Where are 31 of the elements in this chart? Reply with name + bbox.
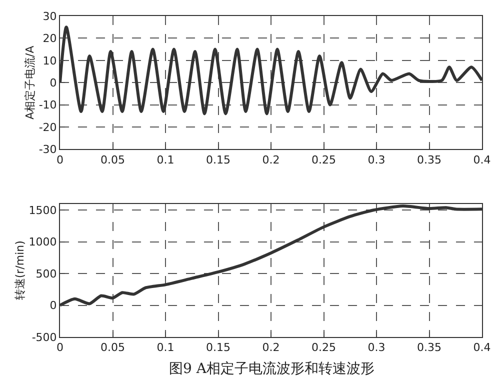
y-tick-label: 20	[42, 32, 57, 46]
y-tick-label: -10	[38, 98, 57, 112]
x-tick-label: 0.25	[312, 341, 336, 354]
y-tick-label: 0	[50, 76, 57, 90]
y-tick-label: -30	[38, 143, 57, 156]
caption: 图9 A相定子电流波形和转速波形	[169, 361, 374, 377]
x-tick-label: 0.3	[368, 341, 386, 354]
x-tick-label: 0.2	[262, 341, 280, 354]
y-tick-label: 0	[50, 299, 57, 312]
y-axis-title: 转速(r/min)	[13, 240, 26, 300]
x-tick-label: 0.05	[100, 341, 125, 354]
x-tick-label: 0.3	[368, 153, 386, 166]
y-tick-label: 10	[42, 54, 57, 68]
y-tick-label: 500	[36, 267, 57, 280]
y-tick-label: 30	[42, 10, 57, 23]
y-tick-label: 1000	[28, 236, 57, 249]
x-tick-label: 0.35	[417, 341, 442, 354]
x-tick-label: 0.15	[206, 153, 230, 166]
x-tick-label: 0.25	[312, 153, 336, 166]
x-tick-label: 0.35	[417, 153, 442, 166]
x-tick-label: 0.4	[473, 153, 491, 166]
x-tick-label: 0.1	[156, 341, 174, 354]
y-tick-label: 1500	[28, 204, 57, 217]
x-tick-label: 0.1	[156, 153, 174, 166]
y-axis-title: A相定子电流/A	[23, 45, 36, 120]
x-tick-label: 0.4	[473, 341, 491, 354]
x-tick-label: 0.2	[262, 153, 280, 166]
y-tick-label: -500	[32, 330, 57, 344]
x-tick-label: 0.15	[206, 341, 230, 354]
x-tick-label: 0.05	[100, 153, 125, 166]
y-tick-label: -20	[38, 120, 57, 134]
